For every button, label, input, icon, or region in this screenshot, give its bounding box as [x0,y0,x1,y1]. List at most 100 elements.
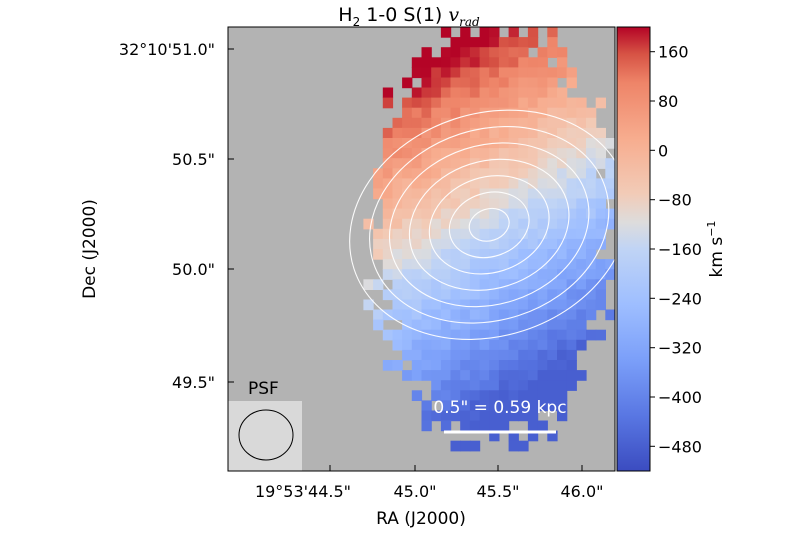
velocity-pixel [576,289,587,301]
velocity-pixel [460,390,471,401]
velocity-pixel [527,97,539,109]
velocity-pixel [392,360,403,371]
velocity-pixel [527,27,539,38]
velocity-pixel [479,87,490,99]
velocity-pixel [411,188,423,200]
velocity-pixel [373,309,384,321]
velocity-pixel [527,77,539,89]
velocity-pixel [566,309,577,321]
velocity-pixel [402,319,413,331]
velocity-pixel [489,430,500,442]
velocity-pixel [402,238,413,250]
velocity-pixel [537,107,548,119]
velocity-pixel [537,47,548,58]
velocity-pixel [440,97,452,109]
velocity-pixel [431,158,442,169]
velocity-pixel [440,319,452,331]
velocity-pixel [527,349,539,361]
velocity-pixel [411,138,423,149]
velocity-pixel [576,299,587,311]
velocity-pixel [498,57,510,68]
velocity-pixel [508,97,519,109]
velocity-pixel [547,370,558,381]
velocity-pixel [566,208,577,220]
velocity-pixel [440,400,452,412]
velocity-pixel [460,218,471,230]
velocity-pixel [566,188,577,200]
velocity-pixel [469,87,481,99]
title-quantity-subscript: rad [459,15,480,29]
velocity-pixel [576,370,587,381]
velocity-pixel [440,329,452,341]
velocity-pixel [382,87,394,99]
velocity-pixel [469,107,481,119]
velocity-pixel [440,77,452,89]
velocity-pixel [440,158,452,169]
velocity-pixel [431,168,442,179]
velocity-pixel [518,158,529,169]
velocity-pixel [557,87,568,99]
velocity-pixel [518,259,529,270]
velocity-pixel [411,289,423,301]
plot-frame [227,26,616,472]
velocity-pixel [373,279,384,290]
velocity-pixel [382,198,394,210]
velocity-pixel [508,370,519,381]
velocity-pixel [479,279,490,290]
flux-contour [369,126,610,324]
velocity-pixel [586,138,597,149]
velocity-pixel [469,188,481,200]
velocity-pixel [460,289,471,301]
velocity-pixel [469,218,481,230]
x-tick-label: 45.0" [394,482,437,501]
velocity-pixel [469,67,481,79]
velocity-pixel [479,47,490,58]
velocity-pixel [595,228,606,240]
velocity-pixel [421,420,432,432]
velocity-pixel [547,380,558,391]
velocity-pixel [489,349,500,361]
velocity-pixel [460,77,471,89]
velocity-pixel [479,249,490,260]
velocity-pixel [460,208,471,220]
velocity-pixel [440,380,452,391]
velocity-pixel [566,259,577,270]
velocity-pixel [431,289,442,301]
velocity-pixel [557,97,568,109]
velocity-pixel [402,117,413,129]
velocity-pixel [489,97,500,109]
velocity-pixel [489,168,500,179]
velocity-pixel [527,370,539,381]
velocity-pixel [479,289,490,301]
colorbar-tick-label: 160 [658,43,689,62]
velocity-pixel [363,218,374,230]
velocity-pixel [566,299,577,311]
velocity-pixel [460,37,471,48]
velocity-pixel [576,138,587,149]
velocity-pixel [518,67,529,79]
velocity-pixel [566,249,577,260]
velocity-pixel [566,148,577,159]
velocity-pixel [469,198,481,210]
velocity-pixel [421,319,432,331]
velocity-pixel [547,138,558,149]
velocity-pixel [566,289,577,301]
velocity-pixel [460,269,471,280]
velocity-pixel [402,188,413,200]
velocity-pixel [460,309,471,321]
velocity-pixel [498,198,510,210]
title-species-subscript: 2 [353,15,361,29]
velocity-pixel [557,238,568,250]
velocity-pixel [431,127,442,139]
velocity-pixel [566,329,577,341]
velocity-pixel [450,198,461,210]
colorbar-unit-exponent: −1 [705,221,718,237]
velocity-pixel [440,148,452,159]
velocity-pixel [479,208,490,220]
velocity-pixel [586,188,597,200]
velocity-pixel [469,148,481,159]
velocity-pixel [469,279,481,290]
velocity-pixel [489,380,500,391]
velocity-pixel [460,339,471,351]
velocity-pixel [498,47,510,58]
